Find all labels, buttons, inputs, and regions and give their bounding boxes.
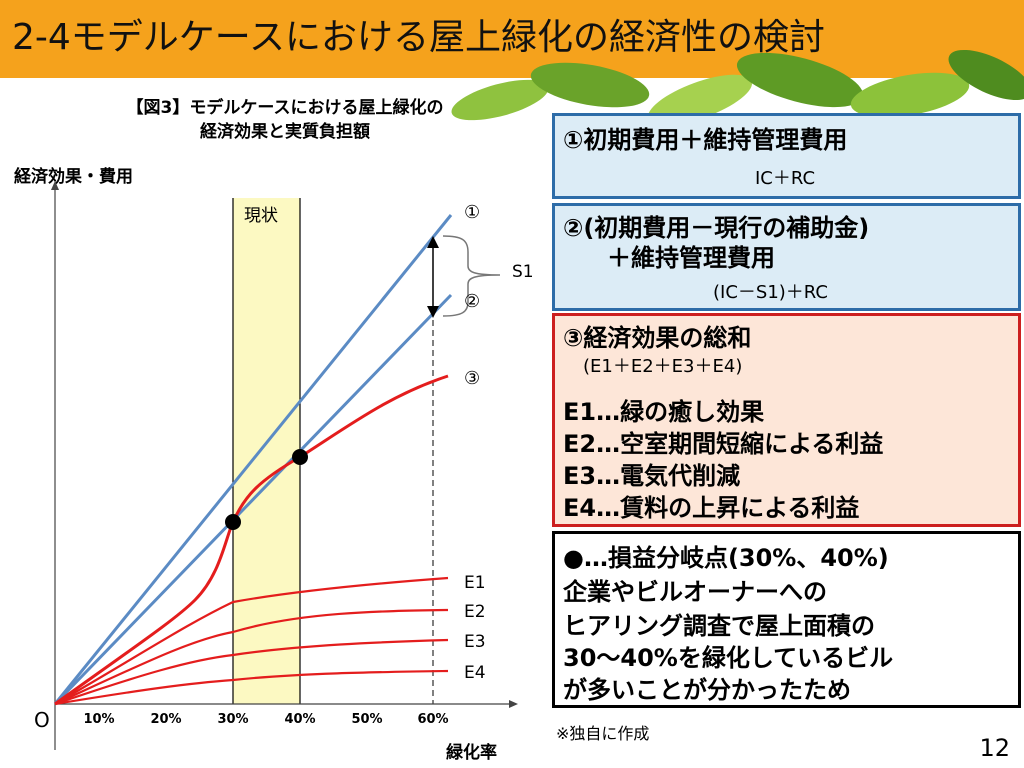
s1-arrow-top <box>427 236 439 248</box>
box2-title2: ＋維持管理費用 <box>607 244 775 272</box>
box1-title: ①初期費用＋維持管理費用 <box>563 126 848 154</box>
box3-item-e4: E4…賃料の上昇による利益 <box>563 494 860 522</box>
page-number: 12 <box>979 734 1010 762</box>
leaf-1 <box>451 79 549 121</box>
title-bar <box>0 0 1024 78</box>
box-net-cost: ②(初期費用－現行の補助金) ＋維持管理費用 (IC－S1)＋RC <box>552 203 1021 311</box>
e4-label: E4 <box>464 663 486 683</box>
curve-e4 <box>54 669 449 706</box>
x-tick-30: 30% <box>217 712 249 727</box>
leaf-3 <box>647 74 753 126</box>
box-total-benefit: ③経済効果の総和 (E1＋E2＋E3＋E4) E1…緑の癒し効果 E2…空室期間… <box>552 313 1021 527</box>
x-tick-20: 20% <box>150 712 182 727</box>
source-note: ※独自に作成 <box>556 724 650 743</box>
box2-formula: (IC－S1)＋RC <box>713 282 828 303</box>
curve-e1 <box>54 576 449 705</box>
box4-line5: が多いことが分かったため <box>563 676 851 704</box>
e3-label: E3 <box>464 632 486 652</box>
box3-title: ③経済効果の総和 <box>563 324 752 352</box>
box-break-even-note: ●…損益分岐点(30%、40%) 企業やビルオーナーへの ヒアリング調査で屋上面… <box>552 531 1021 708</box>
line-1-initial-plus-maintenance <box>53 214 453 705</box>
leaf-4 <box>736 52 864 108</box>
y-axis-label: 経済効果・費用 <box>14 167 133 187</box>
box3-item-e2: E2…空室期間短縮による利益 <box>563 430 884 458</box>
box4-line1: ●…損益分岐点(30%、40%) <box>563 544 889 572</box>
chart-title-line2: 経済効果と実質負担額 <box>200 122 370 142</box>
break-even-point-30 <box>225 514 241 530</box>
line-2-net-cost <box>53 293 453 706</box>
leaves-decoration <box>451 49 1024 126</box>
box4-line4: 30～40%を緑化しているビル <box>563 644 894 672</box>
box4-line2: 企業やビルオーナーへの <box>563 578 827 606</box>
current-status-label: 現状 <box>244 206 278 226</box>
box3-item-e3: E3…電気代削減 <box>563 462 741 490</box>
line-3-label: ③ <box>464 368 481 389</box>
line-2-label: ② <box>464 291 481 312</box>
box4-line3: ヒアリング調査で屋上面積の <box>563 612 875 640</box>
y-axis-arrow <box>51 181 59 190</box>
x-axis-arrow <box>509 700 518 708</box>
box-initial-maintenance-cost: ①初期費用＋維持管理費用 IC＋RC <box>552 113 1021 199</box>
break-even-point-40 <box>292 449 308 465</box>
slide-title: 2-4モデルケースにおける屋上緑化の経済性の検討 <box>12 17 825 58</box>
leaf-2 <box>530 62 650 108</box>
e2-label: E2 <box>464 602 486 622</box>
x-tick-60: 60% <box>417 712 449 727</box>
s1-brace <box>442 235 501 317</box>
box3-formula: (E1＋E2＋E3＋E4) <box>583 356 743 377</box>
s1-arrow-bottom <box>427 306 439 318</box>
x-tick-40: 40% <box>284 712 316 727</box>
chart-title-line1: 【図3】モデルケースにおける屋上緑化の <box>126 98 444 118</box>
curve-e3 <box>54 638 449 706</box>
leaf-6 <box>948 49 1024 101</box>
s1-label: S1 <box>512 262 534 282</box>
box2-title: ②(初期費用－現行の補助金) <box>563 214 870 242</box>
origin-label: O <box>34 708 50 732</box>
chart-title: 【図3】モデルケースにおける屋上緑化の 経済効果と実質負担額 <box>55 96 515 144</box>
x-axis-label: 緑化率 <box>446 743 497 763</box>
box3-item-e1: E1…緑の癒し効果 <box>563 398 765 426</box>
leaf-5 <box>850 72 970 118</box>
x-tick-10: 10% <box>83 712 115 727</box>
line-1-label: ① <box>464 202 481 223</box>
x-tick-50: 50% <box>351 712 383 727</box>
curve-e2 <box>54 608 449 705</box>
box1-formula: IC＋RC <box>755 168 816 189</box>
e1-label: E1 <box>464 573 486 593</box>
